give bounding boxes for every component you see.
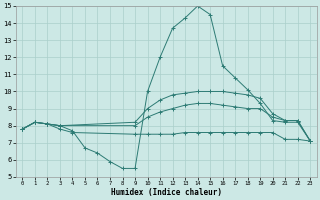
X-axis label: Humidex (Indice chaleur): Humidex (Indice chaleur) — [111, 188, 222, 197]
